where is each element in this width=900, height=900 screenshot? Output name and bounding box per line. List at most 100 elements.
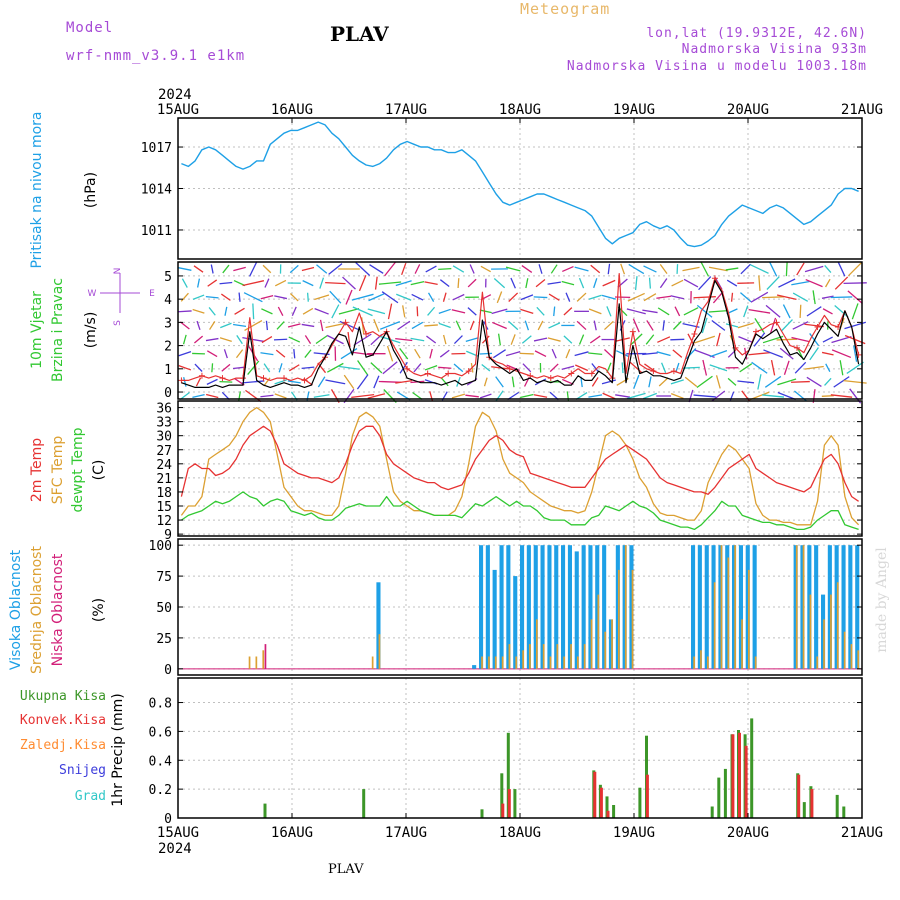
wind-arrow [397, 320, 411, 331]
wind-arrow [242, 280, 265, 287]
pressure-line [181, 121, 859, 248]
wind-arrow [223, 349, 228, 359]
wind-arrow [765, 304, 781, 318]
y-tick-label: 24 [156, 458, 172, 473]
wind-arrow [616, 350, 630, 358]
wind-arrow [782, 304, 791, 319]
x-tick-label-top: 21AUG [841, 102, 883, 118]
wind-arrow [726, 279, 738, 287]
y-tick-label: 2 [164, 340, 172, 355]
cloud-high-bar [629, 545, 634, 669]
cloud-mid-bar [255, 656, 258, 669]
cloud-high-bar [800, 545, 805, 669]
wind-arrow [440, 377, 449, 387]
x-tick-label-bottom: 17AUG [385, 825, 427, 841]
wind-arrow [453, 335, 463, 345]
wind-arrow [791, 380, 810, 383]
wind-arrow [325, 322, 346, 329]
precip-conv-bar [507, 789, 511, 818]
wind-arrow [238, 292, 241, 302]
wind-arrow [505, 266, 521, 272]
cloud-high-bar [547, 545, 552, 669]
wind-arrow [481, 363, 491, 372]
wind-arrow [739, 363, 753, 373]
wind-arrow [411, 293, 424, 301]
y-tick-label: 30 [156, 430, 172, 445]
wind-arrow [424, 324, 438, 327]
wind-arrow [565, 292, 571, 302]
wind-gust-marker [568, 370, 575, 377]
wind-arrow [456, 376, 461, 387]
cloud-high-bar [472, 665, 477, 669]
wind-arrow [206, 378, 218, 385]
wind-arrow [265, 320, 269, 331]
wind-arrow [563, 307, 573, 316]
wind-arrow [325, 379, 346, 385]
wind-arrow [715, 375, 721, 389]
wind-arrow [289, 293, 299, 302]
y-tick-label: 4 [164, 293, 172, 308]
wind-arrow [620, 263, 626, 275]
wind-arrow [780, 319, 793, 332]
cloud-mid-bar [816, 656, 819, 669]
wind-gust-marker [198, 372, 205, 379]
wind-arrow [711, 320, 726, 331]
cloud-mid-bar [577, 656, 579, 669]
wind-arrow [659, 278, 668, 289]
wind-speed-line [181, 280, 860, 388]
wind-arrow [758, 275, 761, 291]
wind-arrow [495, 376, 504, 388]
wind-arrow [357, 360, 369, 376]
wind-arrow [313, 394, 330, 398]
wind-arrow [325, 281, 346, 285]
cloud-mid-bar [536, 619, 538, 669]
pressure-unit-label: (hPa) [83, 172, 99, 208]
cloud-mid-bar [707, 656, 709, 669]
precip-legend-label: Konvek.Kisa [20, 713, 106, 728]
wind-arrow [657, 336, 671, 343]
wind-arrow [574, 351, 589, 357]
wind-arrow [492, 349, 506, 359]
wind-arrow [301, 323, 315, 328]
x-tick-label-bottom: 21AUG [841, 825, 883, 841]
cloud-mid-bar [795, 545, 798, 669]
wind-arrow [534, 350, 547, 358]
wind-arrow [602, 392, 616, 400]
footer-station: PLAV [328, 862, 364, 877]
wind-arrow [696, 375, 713, 389]
wind-arrow [792, 321, 809, 330]
wind-arrow [465, 337, 479, 342]
wind-arrow [480, 265, 491, 273]
precip-legend-label: Ukupna Kisa [20, 689, 106, 704]
panel-frame [177, 400, 863, 537]
meteogram-title: Meteogram [520, 0, 611, 18]
cloud-high-bar [814, 545, 819, 669]
cloud-high-bar [848, 545, 853, 669]
wind-arrow [369, 264, 384, 274]
wind-arrow [822, 308, 833, 315]
wind-arrow [351, 351, 375, 356]
wind-arrow [593, 278, 598, 289]
wind-arrow [293, 348, 296, 359]
precip-total-bar [506, 732, 510, 818]
wind-arrow [848, 261, 863, 277]
wind-arrow [410, 337, 425, 342]
wind-arrow [264, 278, 270, 288]
wind-arrow [626, 392, 646, 400]
wind-arrow [491, 366, 508, 370]
y-tick-label: 27 [156, 444, 172, 459]
cloud-mid-bar [371, 656, 374, 669]
wind-arrow [288, 336, 301, 343]
wind-arrow [563, 335, 573, 344]
wind-arrow [426, 335, 437, 344]
wind-arrow [352, 306, 373, 317]
wind-arrow [451, 309, 466, 314]
wind-arrow [178, 267, 192, 271]
wind-arrow [847, 290, 863, 305]
cloud-mid-bar [501, 656, 504, 669]
wind-arrow [496, 291, 503, 304]
cloud-mid-bar [248, 656, 251, 669]
wind-arrow [314, 294, 330, 301]
wind-arrow [210, 264, 214, 274]
cloud-mid-bar [843, 631, 846, 669]
